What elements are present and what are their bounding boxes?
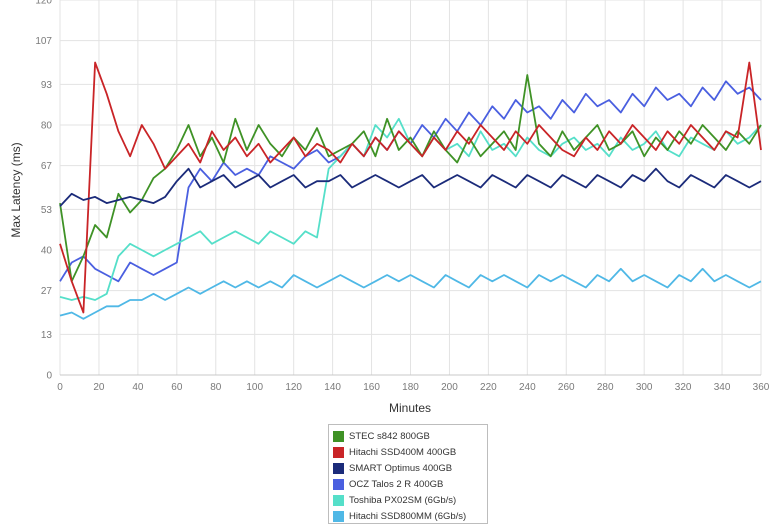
series-line-2 [59, 167, 762, 207]
legend-label: OCZ Talos 2 R 400GB [349, 478, 444, 490]
y-tick-label: 27 [41, 286, 53, 297]
series-lines [59, 61, 762, 320]
x-tick-label: 300 [636, 382, 653, 393]
x-tick-label: 220 [480, 382, 497, 393]
series-line-0 [59, 74, 762, 283]
x-axis-title: Minutes [389, 401, 431, 415]
legend-swatch [333, 462, 344, 474]
x-tick-label: 100 [246, 382, 263, 393]
x-tick-label: 180 [402, 382, 419, 393]
x-tick-label: 260 [558, 382, 575, 393]
legend: STEC s842 800GB Hitachi SSD400M 400GB SM… [328, 424, 488, 524]
legend-swatch [333, 446, 344, 458]
y-tick-label: 93 [41, 80, 53, 91]
y-tick-label: 13 [41, 330, 53, 341]
y-tick-label: 120 [35, 0, 52, 7]
legend-label: SMART Optimus 400GB [349, 462, 453, 474]
gridlines [59, 0, 762, 376]
y-tick-label: 107 [35, 36, 52, 47]
legend-item: SMART Optimus 400GB [333, 460, 483, 476]
x-tick-label: 200 [441, 382, 458, 393]
x-tick-label: 40 [132, 382, 144, 393]
x-tick-label: 340 [714, 382, 731, 393]
legend-swatch [333, 478, 344, 490]
y-axis-ticks: 0 13 27 40 53 67 80 93 107 120 [35, 0, 52, 382]
x-tick-label: 80 [210, 382, 222, 393]
x-tick-label: 360 [753, 382, 770, 393]
legend-item: Hitachi SSD400M 400GB [333, 444, 483, 460]
legend-label: STEC s842 800GB [349, 430, 430, 442]
legend-swatch [333, 510, 344, 522]
legend-item: OCZ Talos 2 R 400GB [333, 476, 483, 492]
x-axis-ticks: 0 20 40 60 80 100 120 140 160 180 200 220 240 260 280 3… [57, 382, 770, 393]
legend-item: STEC s842 800GB [333, 428, 483, 444]
y-tick-label: 80 [41, 121, 53, 132]
x-tick-label: 280 [597, 382, 614, 393]
x-tick-label: 120 [285, 382, 302, 393]
y-axis-title: Max Latency (ms) [9, 142, 23, 237]
legend-label: Hitachi SSD800MM (6Gb/s) [349, 510, 467, 522]
y-tick-label: 53 [41, 205, 53, 216]
series-line-5 [59, 267, 762, 320]
legend-swatch [333, 494, 344, 506]
legend-item: Hitachi SSD800MM (6Gb/s) [333, 508, 483, 523]
x-tick-label: 320 [675, 382, 692, 393]
legend-item: Toshiba PX02SM (6Gb/s) [333, 492, 483, 508]
x-tick-label: 60 [171, 382, 183, 393]
x-tick-label: 240 [519, 382, 536, 393]
x-tick-label: 0 [57, 382, 63, 393]
series-line-1 [59, 61, 762, 314]
y-tick-label: 40 [41, 246, 53, 257]
x-tick-label: 160 [363, 382, 380, 393]
legend-label: Hitachi SSD400M 400GB [349, 446, 457, 458]
y-tick-label: 0 [46, 371, 52, 382]
legend-swatch [333, 430, 344, 442]
x-tick-label: 20 [93, 382, 105, 393]
x-tick-label: 140 [324, 382, 341, 393]
legend-label: Toshiba PX02SM (6Gb/s) [349, 494, 457, 506]
y-tick-label: 67 [41, 161, 53, 172]
